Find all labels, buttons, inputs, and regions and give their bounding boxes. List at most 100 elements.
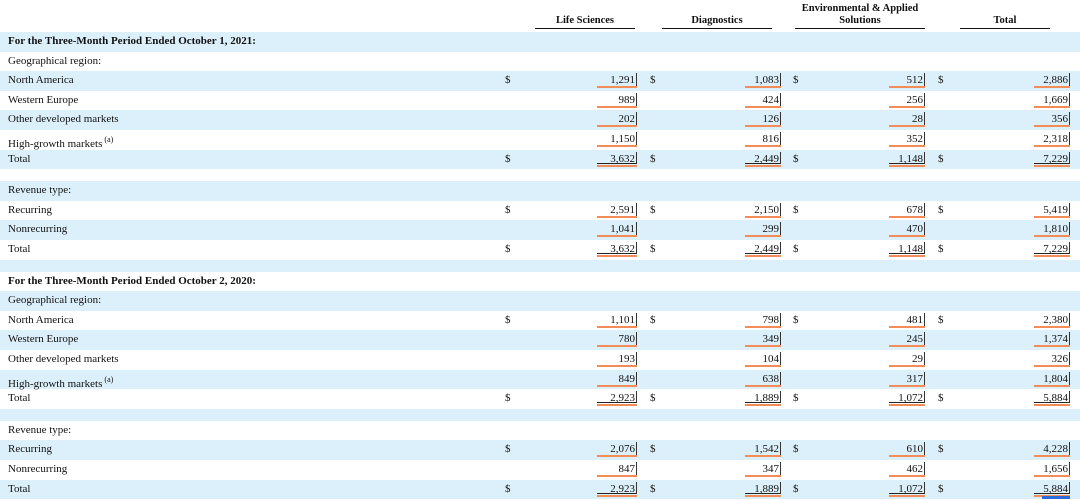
spacer-row: [0, 169, 1080, 181]
row-label: North America: [8, 311, 74, 331]
value-cell: 356: [1034, 112, 1070, 128]
value-cell: 29: [889, 352, 925, 367]
column-header-row: Life Sciences Diagnostics Environmental …: [0, 0, 1080, 32]
value-cell: 3,632: [597, 151, 637, 167]
value-cell: 1,656: [1034, 462, 1070, 477]
header-life-sciences: Life Sciences: [535, 1, 635, 29]
value-cell: 610: [889, 442, 925, 458]
value-cell: 193: [597, 352, 637, 367]
row-label: Total: [8, 240, 30, 260]
value-cell: 424: [745, 92, 781, 108]
row-label-text: Nonrecurring: [8, 463, 68, 475]
table-row: Total $3,632 $2,449 $1,148 $7,229: [0, 240, 1080, 260]
row-label: Total: [8, 480, 30, 500]
value-cell: 202: [597, 112, 637, 128]
dollar-sign: $: [505, 482, 511, 495]
value-cell: 1,810: [1034, 222, 1070, 238]
dollar-sign: $: [938, 203, 944, 216]
value-cell: 1,150: [597, 132, 637, 147]
row-label: Other developed markets: [8, 350, 119, 370]
dollar-sign: $: [650, 392, 656, 405]
value-cell: 104: [745, 352, 781, 367]
header-environmental-line1: Environmental & Applied: [801, 3, 919, 14]
section-label-row: Revenue type:: [0, 421, 1080, 441]
value-cell: 512: [889, 73, 925, 89]
value-cell: 2,150: [745, 202, 781, 218]
row-label: Total: [8, 150, 30, 170]
header-total-label: Total: [993, 15, 1017, 26]
value-cell: 5,884: [1034, 391, 1070, 407]
row-label: Recurring: [8, 201, 52, 221]
value-cell: 816: [745, 132, 781, 147]
dollar-sign: $: [938, 152, 944, 165]
dollar-sign: $: [505, 243, 511, 255]
value-cell: 28: [889, 112, 925, 128]
spacer-row: [0, 408, 1080, 421]
value-cell: 2,923: [597, 391, 637, 407]
row-label-text: Total: [8, 392, 31, 405]
value-cell: 849: [597, 371, 637, 387]
row-label-text: Western Europe: [8, 333, 79, 346]
row-label-text: High-growth markets: [8, 138, 103, 150]
dollar-sign: $: [650, 74, 656, 87]
value-cell: 2,318: [1034, 132, 1070, 147]
table-row: North America $1,101 $798 $481 $2,380: [0, 311, 1080, 331]
row-label-text: For the Three-Month Period Ended October…: [8, 35, 256, 47]
dollar-sign: $: [505, 313, 511, 326]
header-environmental: Environmental & Applied Solutions: [795, 1, 925, 29]
table-row: Nonrecurring 1,041 299 470 1,810: [0, 220, 1080, 240]
table-row: North America $1,291 $1,083 $512 $2,886: [0, 71, 1080, 91]
value-cell: 1,804: [1034, 371, 1070, 387]
row-label-text: Total: [8, 243, 31, 255]
value-cell: 1,669: [1034, 92, 1070, 108]
value-cell: 847: [597, 462, 637, 477]
value-cell: 462: [889, 462, 925, 477]
row-label-text: Revenue type:: [8, 423, 72, 436]
value-cell: 3,632: [597, 242, 637, 257]
value-cell: 2,076: [597, 442, 637, 458]
value-cell: 798: [745, 312, 781, 328]
dollar-sign: $: [793, 313, 799, 326]
header-life-sciences-label: Life Sciences: [555, 15, 615, 26]
table-row: Western Europe 989 424 256 1,669: [0, 91, 1080, 111]
table-row: Other developed markets 202 126 28 356: [0, 110, 1080, 130]
value-cell: 352: [889, 132, 925, 147]
row-label-text: North America: [8, 313, 74, 326]
dollar-sign: $: [793, 443, 799, 456]
value-cell: 1,374: [1034, 332, 1070, 348]
row-label: Recurring: [8, 440, 52, 460]
row-label-text: High-growth markets: [8, 377, 103, 390]
value-cell: 299: [745, 222, 781, 238]
value-cell: 2,886: [1034, 73, 1070, 89]
row-label: Western Europe: [8, 91, 78, 111]
row-label: Nonrecurring: [8, 460, 67, 480]
dollar-sign: $: [505, 152, 511, 165]
table-row: Recurring $2,591 $2,150 $678 $5,419: [0, 201, 1080, 221]
dollar-sign: $: [650, 443, 656, 456]
table-row: High-growth markets (a) 1,150 816 352 2,318: [0, 130, 1080, 150]
value-cell: 1,889: [745, 481, 781, 497]
scroll-accent: [1042, 496, 1070, 499]
value-cell: 1,148: [889, 151, 925, 167]
value-cell: 1,041: [597, 222, 637, 238]
value-cell: 1,889: [745, 391, 781, 407]
dollar-sign: $: [505, 203, 511, 216]
table-row: High-growth markets (a) 849 638 317 1,804: [0, 369, 1080, 390]
row-label-text: North America: [8, 74, 74, 87]
value-cell: 989: [597, 92, 637, 108]
dollar-sign: $: [793, 74, 799, 87]
row-label: Western Europe: [8, 330, 78, 350]
value-cell: 5,419: [1034, 202, 1070, 218]
section-label-row: Geographical region:: [0, 291, 1080, 311]
dollar-sign: $: [650, 482, 656, 495]
section-label-row: Geographical region:: [0, 52, 1080, 72]
value-cell: 7,229: [1034, 242, 1070, 257]
row-label: Other developed markets: [8, 110, 119, 130]
value-cell: 2,591: [597, 202, 637, 218]
section-label: Revenue type:: [8, 421, 71, 441]
value-cell: 2,380: [1034, 312, 1070, 328]
dollar-sign: $: [650, 152, 656, 165]
row-label-text: Other developed markets: [8, 113, 119, 126]
section-label: Geographical region:: [8, 52, 101, 72]
section-label: For the Three-Month Period Ended October…: [8, 32, 256, 52]
